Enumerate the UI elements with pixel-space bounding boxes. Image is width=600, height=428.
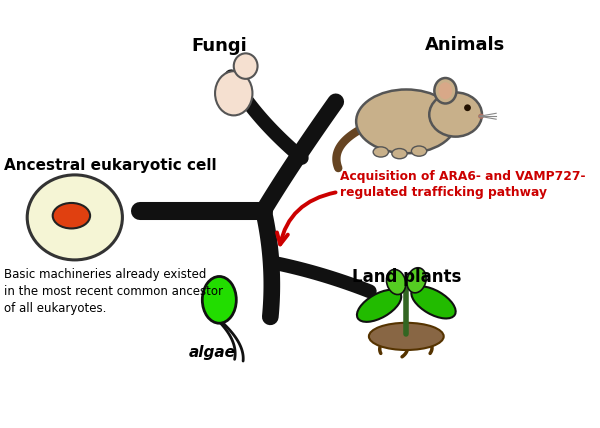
- Text: Ancestral eukaryotic cell: Ancestral eukaryotic cell: [4, 158, 217, 173]
- Text: Land plants: Land plants: [352, 268, 461, 286]
- Ellipse shape: [53, 203, 90, 229]
- Ellipse shape: [434, 78, 457, 104]
- Ellipse shape: [27, 175, 122, 260]
- Ellipse shape: [464, 104, 471, 111]
- Text: Animals: Animals: [425, 36, 505, 54]
- Ellipse shape: [357, 290, 401, 322]
- Ellipse shape: [234, 54, 257, 79]
- Ellipse shape: [202, 276, 236, 323]
- Ellipse shape: [429, 92, 482, 137]
- Text: Basic machineries already existed
in the most recent common ancestor
of all euka: Basic machineries already existed in the…: [4, 268, 223, 315]
- Ellipse shape: [356, 89, 457, 153]
- FancyArrowPatch shape: [277, 193, 335, 244]
- Text: Acquisition of ARA6- and VAMP727-
regulated trafficking pathway: Acquisition of ARA6- and VAMP727- regula…: [340, 170, 586, 199]
- Ellipse shape: [373, 147, 388, 157]
- Text: algae: algae: [189, 345, 236, 360]
- Ellipse shape: [392, 149, 407, 159]
- Ellipse shape: [369, 323, 444, 350]
- Ellipse shape: [412, 146, 427, 156]
- Ellipse shape: [407, 268, 426, 293]
- Text: Fungi: Fungi: [191, 37, 247, 55]
- Ellipse shape: [386, 270, 406, 294]
- Ellipse shape: [439, 82, 452, 99]
- Ellipse shape: [478, 114, 484, 119]
- Ellipse shape: [412, 286, 455, 318]
- Ellipse shape: [215, 71, 253, 116]
